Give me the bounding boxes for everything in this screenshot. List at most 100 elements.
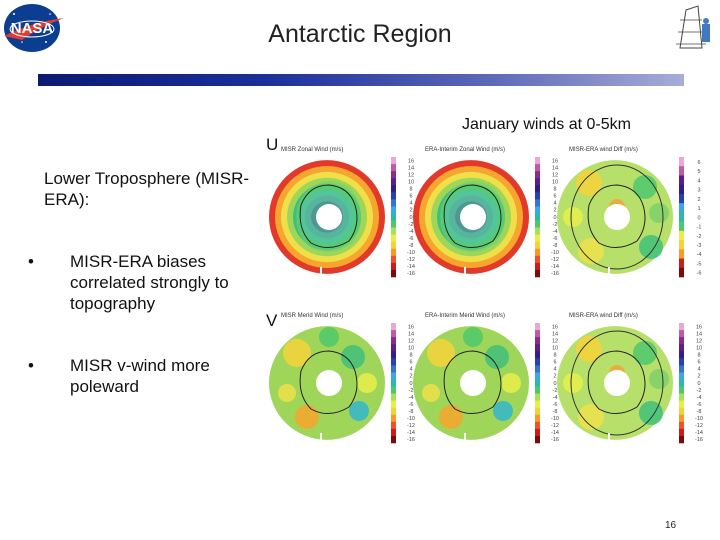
scale-label: -1 [697, 225, 702, 231]
scale-label: -2 [553, 388, 558, 394]
scale-swatch [679, 351, 684, 359]
scale-label: -12 [695, 423, 703, 429]
scale-label: -8 [697, 409, 702, 415]
scale-label: 10 [408, 345, 414, 351]
scale-swatch [679, 240, 684, 250]
scale-label: 2 [697, 197, 700, 203]
scale-label: 16 [696, 324, 702, 330]
scale-swatch [535, 227, 540, 235]
scale-swatch [391, 157, 396, 165]
scale-swatch [391, 164, 396, 172]
scale-swatch [679, 386, 684, 394]
scale-swatch [679, 323, 684, 331]
scale-swatch [535, 171, 540, 179]
scale-swatch [679, 407, 684, 416]
scale-swatch [535, 220, 540, 228]
scale-label: -6 [553, 236, 558, 242]
bullet-dot: • [28, 252, 34, 271]
panel-title: MISR Merid Wind (m/s) [281, 313, 344, 319]
map-panel-era-zonal: ERA-Interim Zonal Wind (m/s) 16 14 12 10 8 6 4 2… [411, 147, 579, 309]
panel-title: ERA-Interim Zonal Wind (m/s) [425, 147, 506, 153]
scale-swatch [535, 372, 540, 380]
scale-swatch [535, 337, 540, 345]
scale-label: -6 [409, 236, 414, 242]
section-heading: Lower Troposphere (MISR-ERA): [44, 169, 250, 209]
bullet-text: MISR-ERA biases correlated strongly to t… [70, 252, 229, 313]
scale-swatch [535, 428, 540, 437]
bullet-text: MISR v-wind more poleward [70, 356, 210, 396]
scale-label: 2 [697, 374, 700, 380]
scale-swatch [391, 206, 396, 214]
scale-label: -12 [551, 423, 559, 429]
scale-label: 0 [697, 215, 700, 221]
scale-label: -12 [407, 257, 415, 263]
scale-label: -16 [695, 437, 703, 443]
scale-label: 16 [408, 158, 414, 164]
scale-swatch [391, 185, 396, 193]
scale-swatch [535, 421, 540, 430]
scale-swatch [535, 400, 540, 409]
scale-label: -16 [551, 271, 559, 277]
scale-label: 1 [697, 206, 700, 212]
scale-label: -5 [697, 261, 702, 267]
scale-swatch [679, 393, 684, 401]
scale-label: 3 [697, 188, 700, 194]
scale-swatch [391, 400, 396, 409]
scale-label: 12 [552, 338, 558, 344]
scale-label: 16 [552, 324, 558, 330]
scale-swatch [391, 379, 396, 387]
scale-swatch [391, 386, 396, 394]
scale-swatch [679, 379, 684, 387]
scale-label: -8 [553, 243, 558, 249]
scale-swatch [535, 344, 540, 352]
scale-swatch [535, 323, 540, 331]
scale-swatch [535, 248, 540, 257]
scale-swatch [535, 206, 540, 214]
scale-swatch [535, 330, 540, 338]
scale-swatch [535, 192, 540, 200]
map-panel-misr-zonal: MISR Zonal Wind (m/s) 16 14 12 10 8 6 4 2 0 -2 -4 -6… [267, 147, 435, 309]
scale-label: -2 [409, 222, 414, 228]
scale-label: -8 [409, 409, 414, 415]
scale-label: -2 [409, 388, 414, 394]
scale-label: -8 [409, 243, 414, 249]
scale-swatch [679, 414, 684, 423]
scale-swatch [679, 337, 684, 345]
scale-swatch [391, 241, 396, 250]
scale-label: 6 [409, 194, 412, 200]
scale-swatch [391, 178, 396, 186]
scale-swatch [535, 241, 540, 250]
page-number: 16 [665, 520, 677, 531]
scale-label: 4 [553, 367, 556, 373]
scale-swatch [679, 193, 684, 204]
scale-label: 10 [552, 345, 558, 351]
scale-label: -14 [551, 430, 559, 436]
scale-label: -2 [697, 234, 702, 240]
scale-swatch [535, 234, 540, 243]
scale-swatch [391, 330, 396, 338]
scale-swatch [391, 192, 396, 200]
title-underline-bar [38, 74, 684, 86]
wind-map-image: 6 5 4 3 2 1 0 -1 -2 -3 -4 -5 -6 [557, 157, 702, 278]
scale-label: -14 [407, 264, 415, 270]
scale-swatch [391, 407, 396, 416]
bullet-dot: • [28, 356, 34, 375]
scale-swatch [391, 262, 396, 271]
scale-swatch [535, 393, 540, 401]
scale-swatch [535, 164, 540, 172]
scale-label: 0 [553, 381, 556, 387]
scale-swatch [391, 365, 396, 373]
scale-swatch [679, 421, 684, 430]
scale-label: 4 [409, 201, 412, 207]
scale-label: 6 [409, 360, 412, 366]
scale-label: 12 [552, 172, 558, 178]
scale-label: -6 [697, 271, 702, 277]
scale-label: 12 [408, 338, 414, 344]
scale-label: -3 [697, 243, 702, 249]
scale-swatch [679, 157, 684, 167]
scale-swatch [391, 220, 396, 228]
scale-label: 0 [409, 381, 412, 387]
scale-swatch [391, 372, 396, 380]
